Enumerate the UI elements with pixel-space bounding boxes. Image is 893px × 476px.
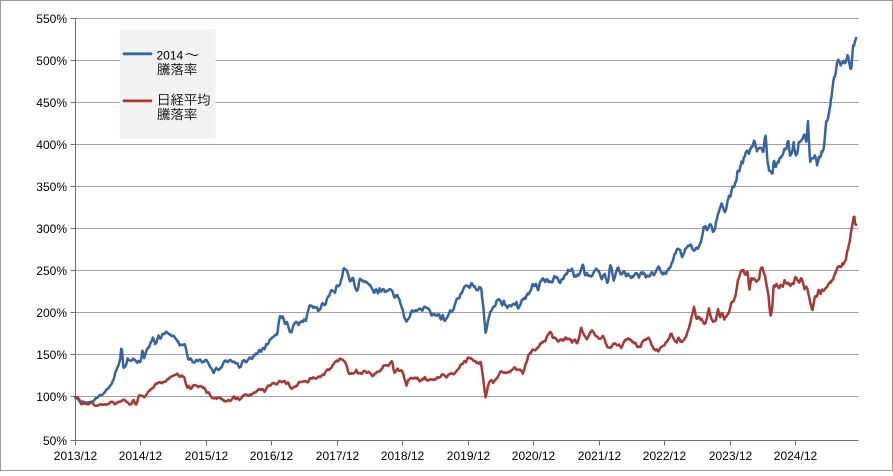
svg-text:2021/12: 2021/12 [578, 449, 622, 463]
svg-text:450%: 450% [36, 96, 67, 110]
svg-text:2024/12: 2024/12 [774, 449, 818, 463]
svg-text:2014/12: 2014/12 [119, 449, 163, 463]
svg-text:500%: 500% [36, 54, 67, 68]
svg-text:2015/12: 2015/12 [185, 449, 229, 463]
svg-text:100%: 100% [36, 390, 67, 404]
svg-text:2014: 2014 [157, 49, 184, 63]
svg-text:2016/12: 2016/12 [250, 449, 294, 463]
svg-text:250%: 250% [36, 264, 67, 278]
svg-text:2019/12: 2019/12 [447, 449, 491, 463]
svg-text:550%: 550% [36, 12, 67, 26]
svg-text:150%: 150% [36, 348, 67, 362]
svg-text:2013/12: 2013/12 [54, 449, 98, 463]
svg-text:2018/12: 2018/12 [381, 449, 425, 463]
svg-text:200%: 200% [36, 306, 67, 320]
svg-text:2020/12: 2020/12 [512, 449, 556, 463]
svg-text:350%: 350% [36, 180, 67, 194]
svg-text:400%: 400% [36, 138, 67, 152]
svg-text:2023/12: 2023/12 [709, 449, 753, 463]
svg-text:2017/12: 2017/12 [316, 449, 360, 463]
svg-text:50%: 50% [43, 434, 67, 448]
svg-text:2022/12: 2022/12 [643, 449, 687, 463]
svg-text:300%: 300% [36, 222, 67, 236]
